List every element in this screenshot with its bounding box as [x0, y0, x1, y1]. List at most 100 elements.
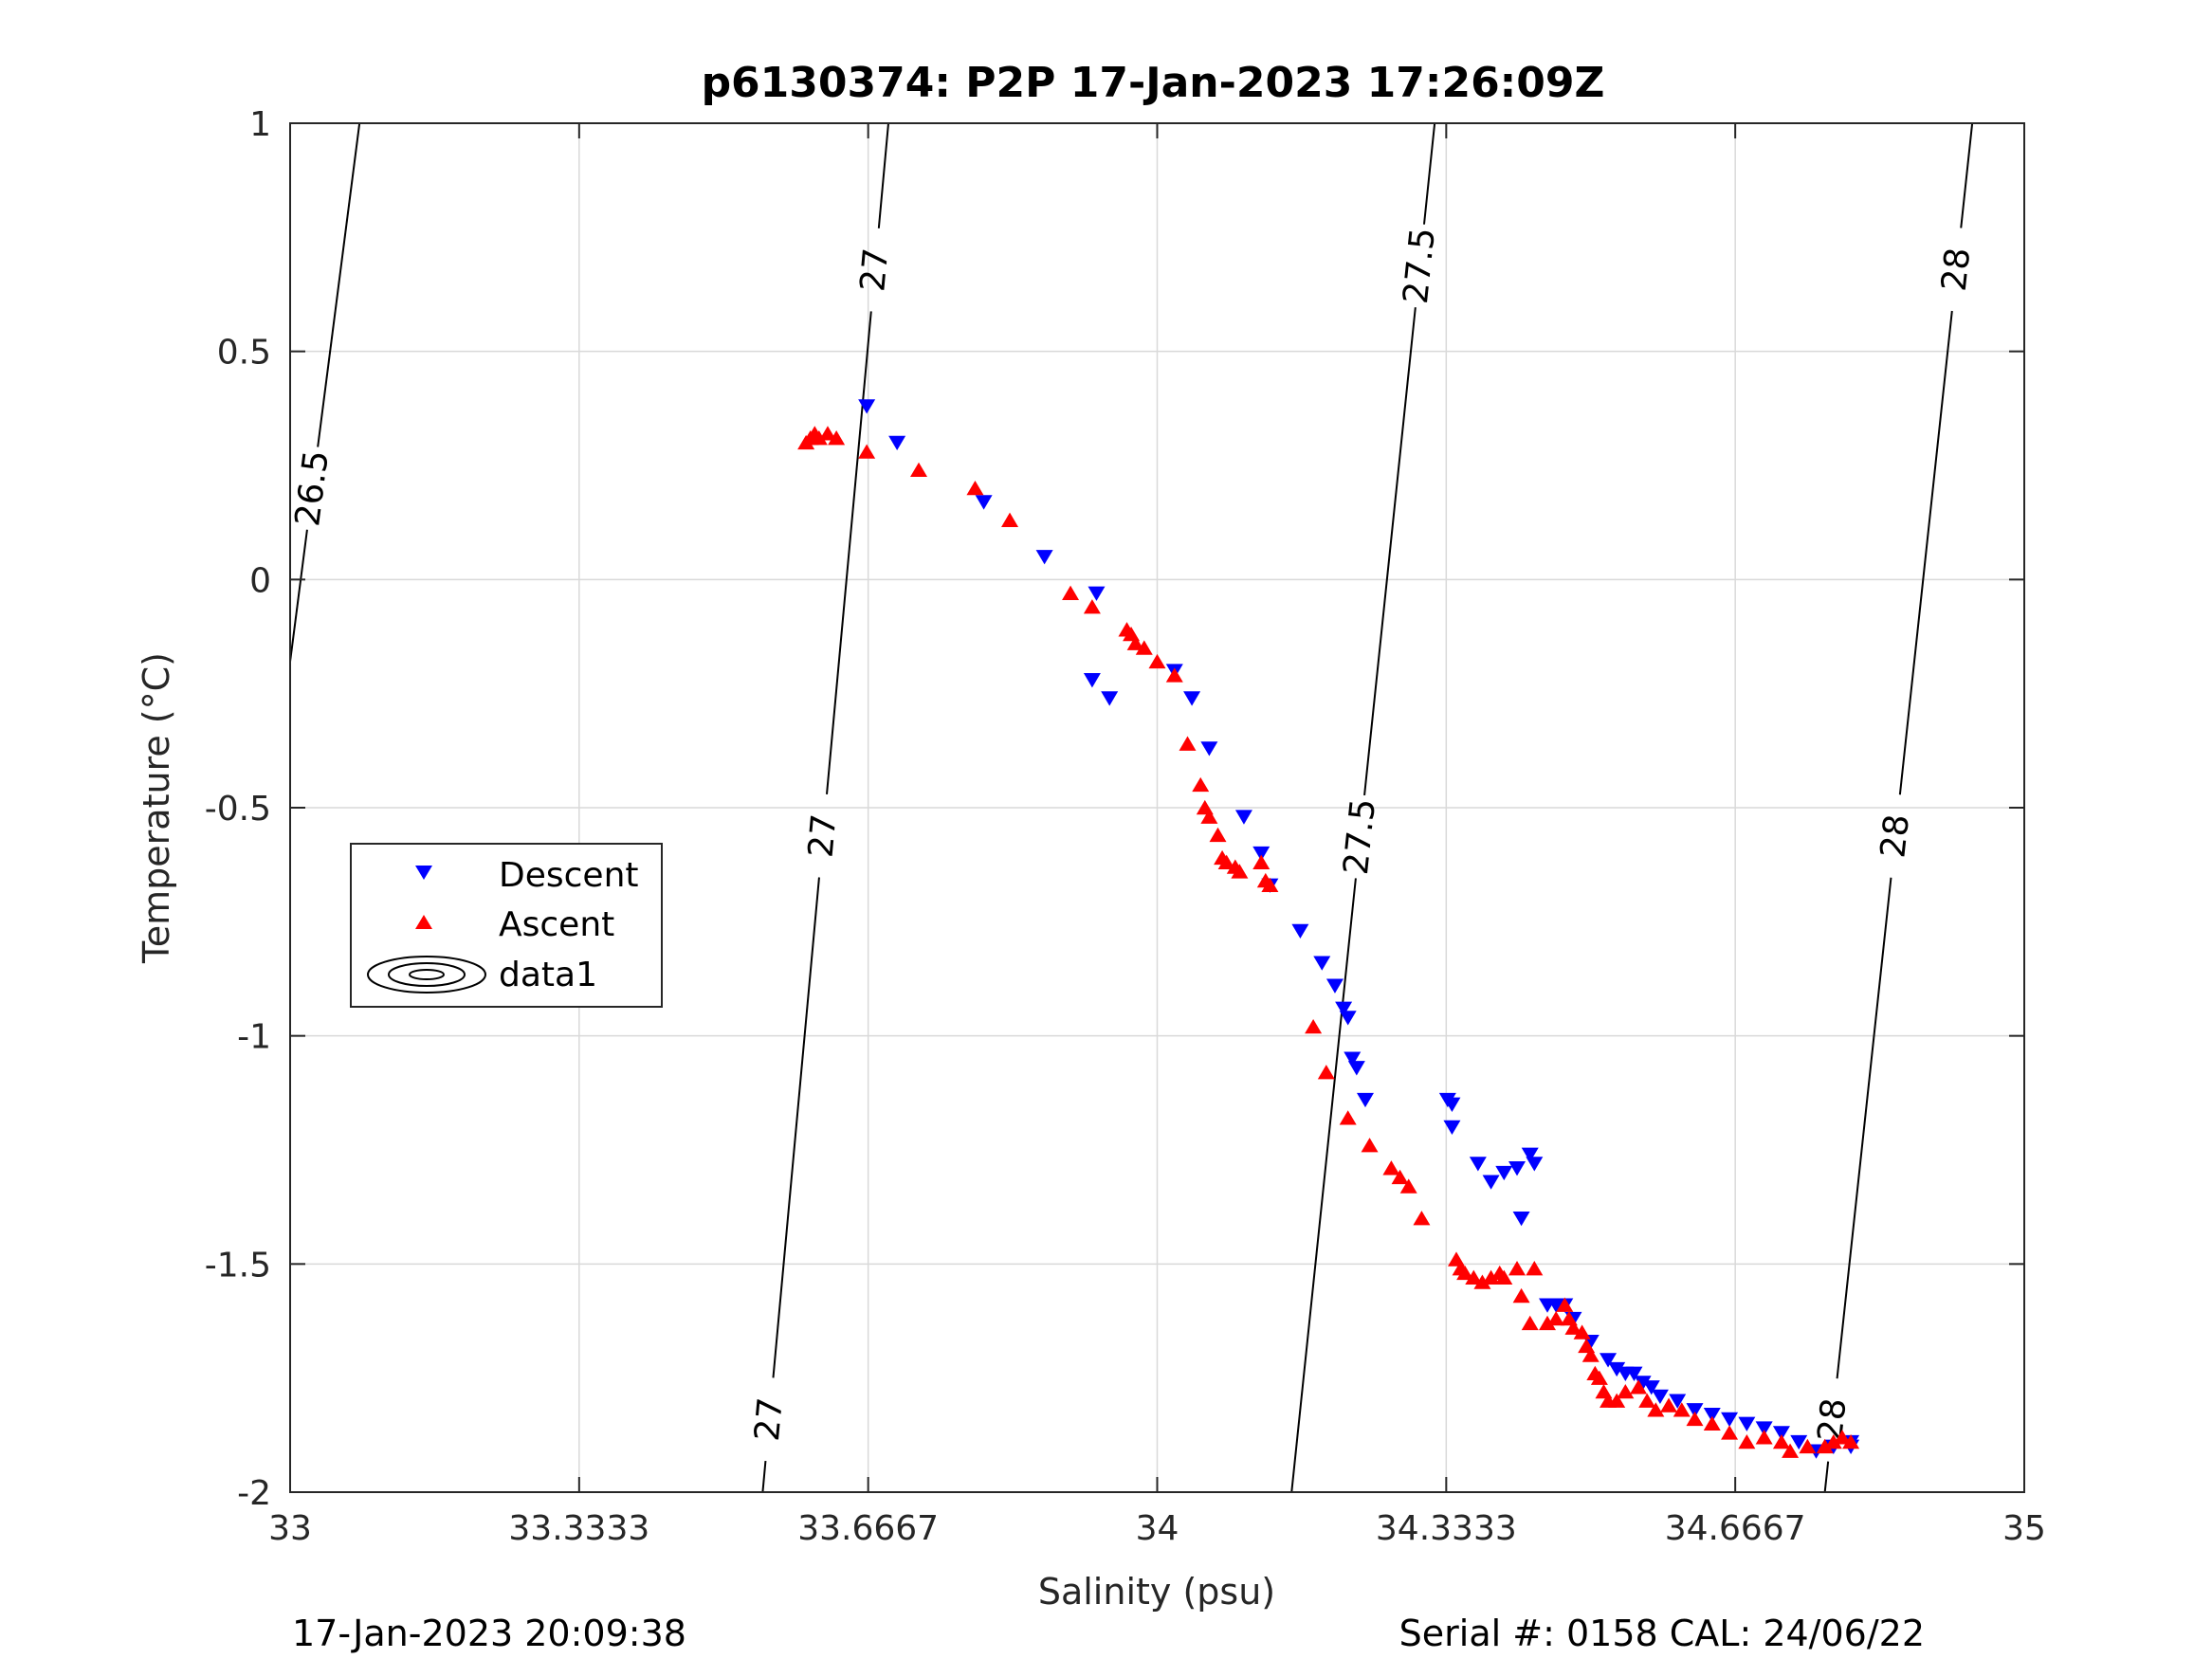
descent-point — [1651, 1389, 1669, 1405]
x-tick-label: 33 — [268, 1509, 312, 1548]
contour-line-26.5 — [317, 122, 361, 447]
descent-point — [1512, 1212, 1530, 1227]
ascent-point — [1512, 1287, 1530, 1304]
ascent-point — [858, 444, 876, 459]
y-tick-label: -2 — [237, 1474, 271, 1513]
ascent-point — [1361, 1138, 1379, 1153]
ascent-point — [1755, 1430, 1773, 1445]
footer-timestamp: 17-Jan-2023 20:09:38 — [292, 1613, 686, 1654]
descent-point — [888, 435, 906, 451]
descent-point — [1344, 1051, 1362, 1066]
y-tick-label: 0 — [249, 561, 271, 600]
descent-point — [1088, 586, 1106, 601]
descent-point — [1083, 673, 1101, 688]
descent-point — [1443, 1120, 1461, 1136]
descent-point — [1183, 691, 1201, 706]
contour-line-27 — [877, 122, 890, 228]
descent-point — [1482, 1175, 1500, 1190]
legend-ascent-label: Ascent — [499, 905, 614, 944]
ascent-point — [1382, 1160, 1400, 1176]
ascent-point — [1526, 1261, 1544, 1276]
ascent-point — [1738, 1433, 1756, 1449]
descent-point — [1347, 1061, 1365, 1076]
legend-ascent-marker — [415, 915, 432, 929]
descent-point — [1521, 1147, 1539, 1162]
ascent-point — [1842, 1433, 1860, 1449]
ascent-point — [1083, 599, 1101, 614]
contour-line-28 — [1960, 122, 1974, 228]
ascent-point — [1521, 1315, 1539, 1331]
y-tick-label: 0.5 — [217, 334, 271, 373]
ascent-point — [1617, 1384, 1635, 1399]
legend: Descent Ascent data1 — [350, 843, 663, 1008]
y-axis-label: Temperature (°C) — [136, 652, 177, 964]
legend-descent-marker — [415, 866, 432, 880]
ascent-point — [1564, 1320, 1582, 1335]
contour-label: 27 — [748, 1396, 791, 1443]
ascent-point — [966, 480, 984, 496]
ascent-point — [1305, 1018, 1323, 1034]
legend-data1-label: data1 — [499, 956, 597, 994]
ascent-point — [1772, 1433, 1790, 1449]
x-axis-label: Salinity (psu) — [1038, 1571, 1275, 1613]
descent-point — [1600, 1353, 1618, 1368]
ascent-point — [1573, 1324, 1591, 1340]
ascent-point — [1148, 653, 1166, 669]
contour-label: 27 — [853, 246, 896, 293]
legend-box — [350, 843, 663, 1008]
descent-point — [1508, 1161, 1526, 1176]
descent-point — [1469, 1157, 1487, 1172]
ascent-point — [1673, 1402, 1691, 1417]
footer-serial-cal: Serial #: 0158 CAL: 24/06/22 — [1399, 1613, 1925, 1654]
ascent-point — [1456, 1265, 1474, 1281]
descent-point — [1608, 1361, 1626, 1377]
descent-point — [1313, 956, 1331, 971]
ascent-point — [1413, 1211, 1431, 1226]
ascent-point — [1252, 854, 1271, 869]
ascent-point — [1833, 1430, 1851, 1445]
ascent-point — [1703, 1415, 1721, 1431]
ascent-point — [1165, 667, 1183, 683]
ascent-point — [1647, 1402, 1665, 1417]
y-tick-label: 1 — [249, 105, 271, 144]
legend-contour-icon — [367, 956, 486, 994]
descent-point — [1252, 846, 1271, 862]
descent-point — [1755, 1421, 1773, 1436]
ascent-point — [1547, 1310, 1565, 1326]
x-tick-label: 35 — [2002, 1509, 2046, 1548]
contour-line-28 — [1898, 310, 1953, 795]
contour-label: 28 — [1935, 246, 1979, 293]
contour-label: 26.5 — [288, 448, 337, 529]
ascent-point — [1200, 809, 1218, 824]
contour-label: 27.5 — [1397, 226, 1443, 305]
ascent-point — [1473, 1274, 1491, 1289]
ascent-point — [1135, 640, 1153, 655]
ascent-point — [1482, 1269, 1500, 1285]
ascent-point — [1217, 854, 1235, 869]
ascent-point — [810, 430, 828, 446]
descent-point — [1790, 1434, 1808, 1450]
y-tick-label: -0.5 — [205, 790, 271, 829]
ascent-point — [1556, 1297, 1574, 1312]
ascent-point — [1721, 1425, 1739, 1440]
ascent-point — [1339, 1110, 1357, 1125]
contour-label: 28 — [1874, 812, 1917, 860]
ascent-point — [1126, 635, 1144, 650]
descent-point — [1642, 1380, 1660, 1395]
contour-line-27.5 — [1363, 307, 1417, 796]
descent-point — [1738, 1416, 1756, 1431]
y-tick-label: -1 — [237, 1018, 271, 1057]
contour-line-27.5 — [1422, 122, 1436, 225]
contour-line-28 — [1836, 877, 1892, 1379]
ascent-point — [1001, 512, 1019, 527]
ascent-point — [1539, 1315, 1557, 1331]
contour-line-26.5 — [289, 529, 308, 663]
ascent-point — [1816, 1438, 1834, 1454]
ascent-point — [1508, 1261, 1526, 1276]
descent-point — [1035, 550, 1053, 565]
ascent-point — [1630, 1379, 1648, 1395]
descent-point — [1339, 1011, 1357, 1026]
descent-point — [1686, 1403, 1704, 1418]
